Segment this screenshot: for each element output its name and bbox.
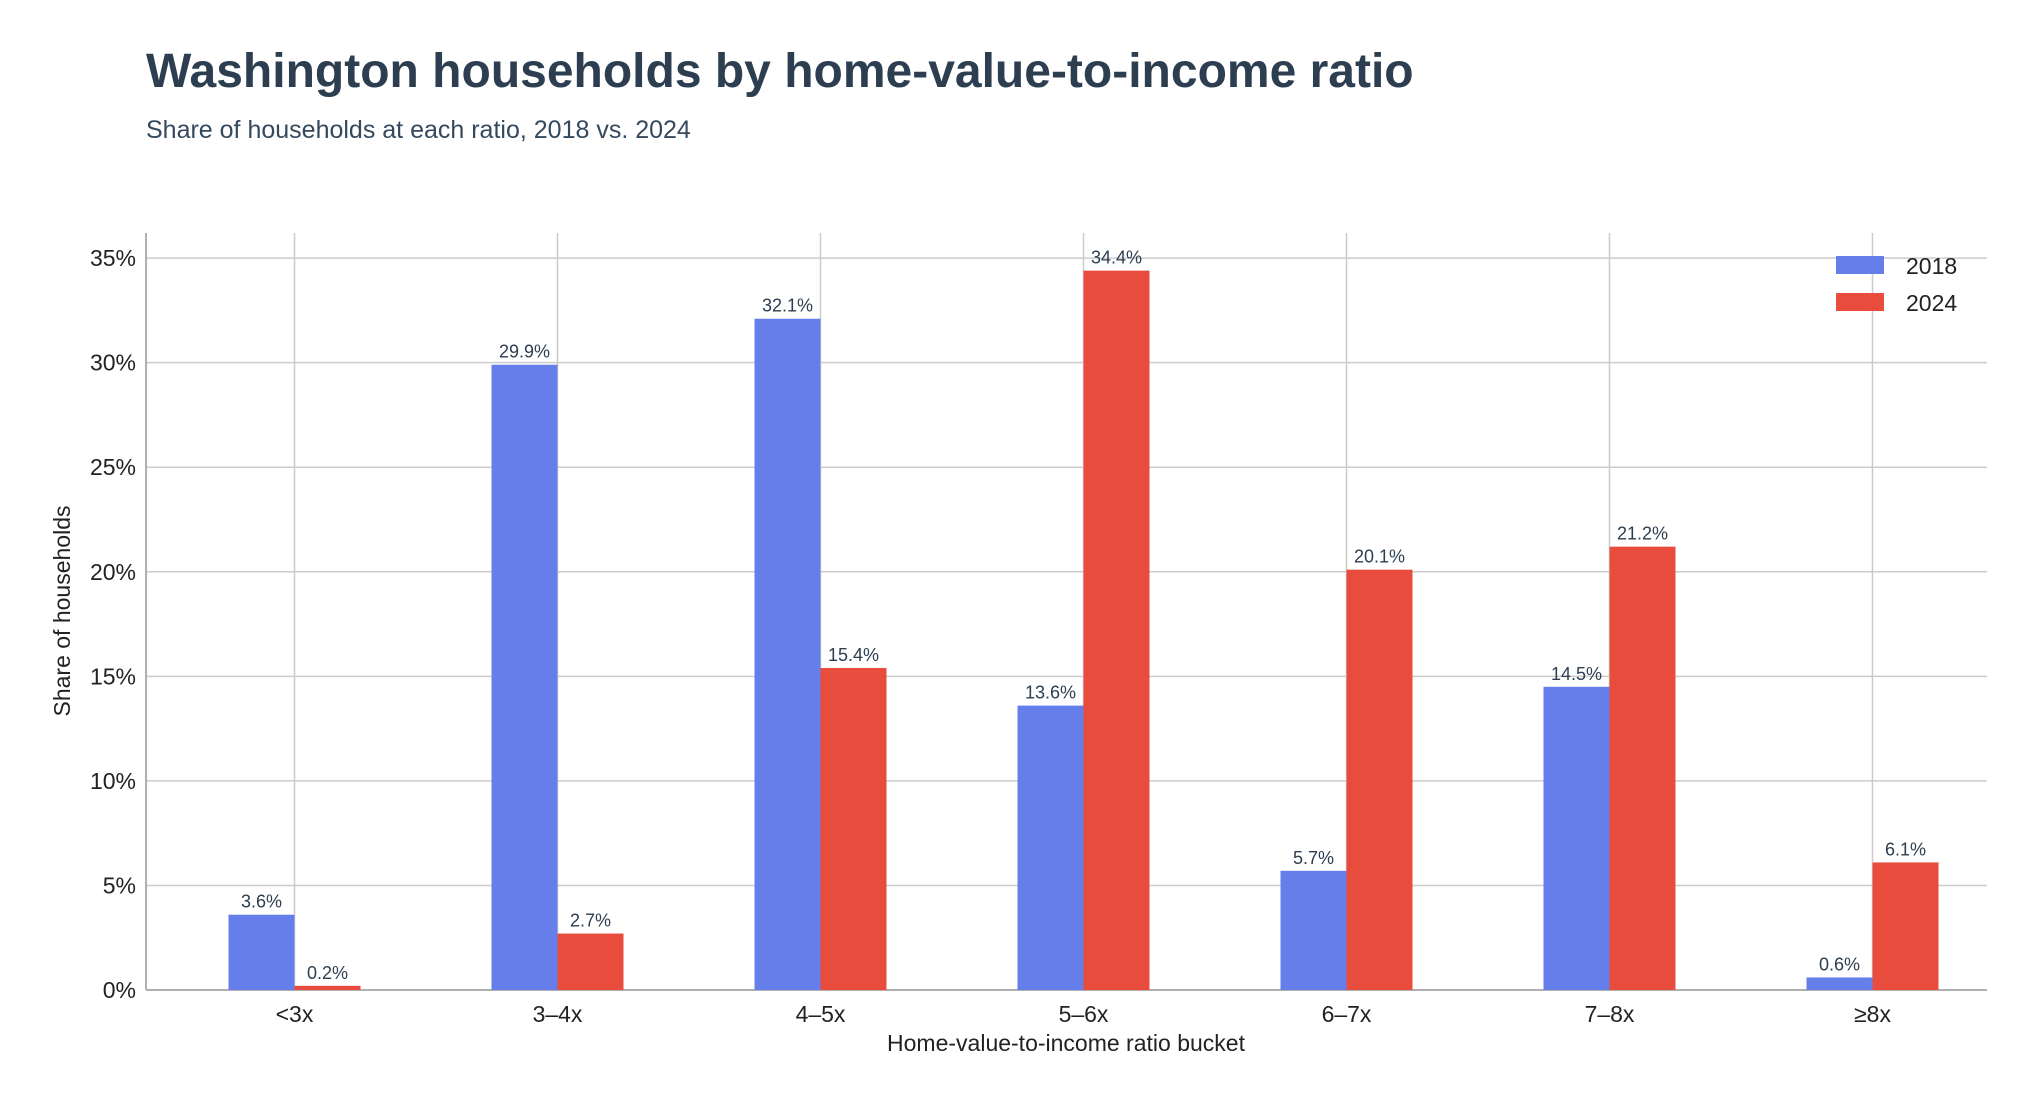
bar-2018-4 — [1280, 870, 1347, 990]
data-label: 20.1% — [1354, 547, 1405, 567]
data-label: 34.4% — [1091, 248, 1142, 268]
data-labels: 3.6% 29.9% 32.1% 13.6% 5.7% 14.5% 0.6% 0.2% 2.7%… — [241, 248, 1926, 983]
chart-title: Washington households by home-value-to-i… — [146, 45, 1414, 98]
data-label: 0.6% — [1819, 954, 1860, 974]
y-tick-label: 25% — [90, 454, 136, 480]
bar-2018-6 — [1806, 977, 1873, 990]
data-label: 21.2% — [1617, 524, 1668, 544]
x-tick-label: 6–7x — [1322, 1001, 1372, 1027]
bar-2024-4 — [1346, 569, 1413, 990]
data-label: 14.5% — [1551, 664, 1602, 684]
y-axis-title: Share of households — [49, 506, 75, 717]
x-tick-label: <3x — [276, 1001, 314, 1027]
x-tick-label: 7–8x — [1585, 1001, 1635, 1027]
x-tick-label: 5–6x — [1059, 1001, 1109, 1027]
legend: 2018 2024 — [1836, 253, 1957, 316]
data-label: 5.7% — [1293, 848, 1334, 868]
y-tick-label: 10% — [90, 768, 136, 794]
bar-2024-0 — [294, 985, 361, 990]
x-tick-labels: <3x 3–4x 4–5x 5–6x 6–7x 7–8x ≥8x — [276, 1001, 1892, 1027]
chart-subtitle: Share of households at each ratio, 2018 … — [146, 116, 691, 144]
legend-label-2018: 2018 — [1906, 253, 1957, 279]
legend-swatch-2018 — [1836, 256, 1884, 274]
bar-2024-2 — [820, 667, 887, 990]
bars — [228, 270, 1939, 991]
bar-2024-5 — [1609, 546, 1676, 990]
y-tick-label: 15% — [90, 663, 136, 689]
data-label: 3.6% — [241, 892, 282, 912]
y-tick-label: 5% — [103, 872, 136, 898]
bar-2018-1 — [491, 364, 558, 990]
x-tick-label: ≥8x — [1854, 1001, 1891, 1027]
data-label: 32.1% — [762, 296, 813, 316]
bar-2024-6 — [1872, 862, 1939, 990]
y-tick-label: 0% — [103, 977, 136, 1003]
bar-2018-2 — [754, 318, 821, 991]
bar-2018-0 — [228, 914, 295, 990]
bar-2024-1 — [557, 933, 624, 990]
y-tick-label: 20% — [90, 559, 136, 585]
bar-2018-5 — [1543, 686, 1610, 990]
data-label: 0.2% — [307, 963, 348, 983]
x-axis-title: Home-value-to-income ratio bucket — [887, 1030, 1246, 1056]
data-label: 13.6% — [1025, 683, 1076, 703]
y-tick-labels: 0% 5% 10% 15% 20% 25% 30% 35% — [90, 245, 136, 1003]
legend-label-2024: 2024 — [1906, 290, 1957, 316]
bar-2024-3 — [1083, 270, 1150, 990]
data-label: 15.4% — [828, 645, 879, 665]
bar-2018-3 — [1017, 705, 1084, 990]
y-tick-label: 30% — [90, 350, 136, 376]
legend-swatch-2024 — [1836, 293, 1884, 311]
x-tick-label: 3–4x — [533, 1001, 583, 1027]
data-label: 29.9% — [499, 342, 550, 362]
y-tick-label: 35% — [90, 245, 136, 271]
data-label: 2.7% — [570, 911, 611, 931]
x-tick-label: 4–5x — [796, 1001, 846, 1027]
data-label: 6.1% — [1885, 839, 1926, 859]
